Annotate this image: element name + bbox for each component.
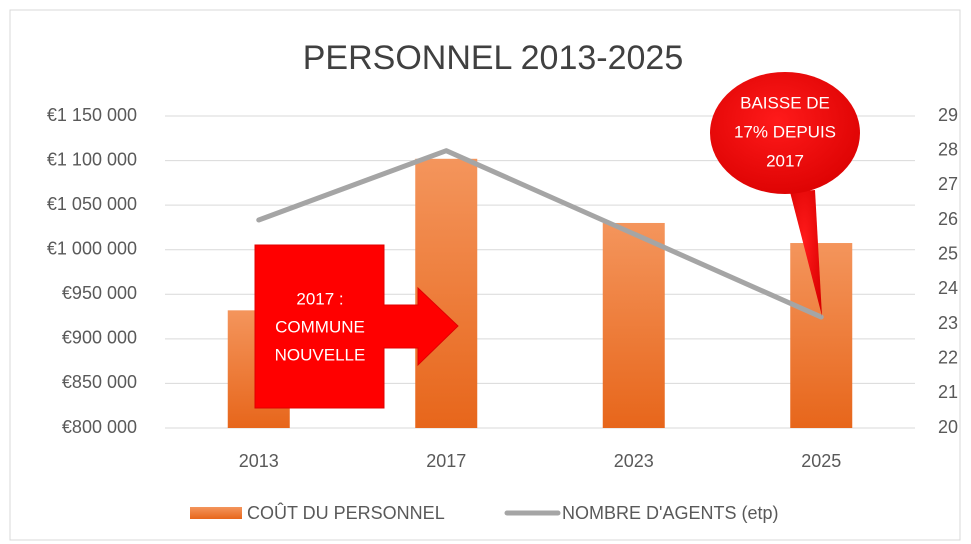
lines <box>256 148 824 320</box>
y2-tick-label: 21 <box>938 382 958 402</box>
annotation-text: 2017 : <box>296 289 343 308</box>
arrow-callout <box>254 244 459 409</box>
labels: €800 000 €850 000 €900 000 €950 000 €1 000 0… <box>47 105 958 523</box>
annotations: 2017 : COMMUNE NOUVELLE BAISSE DE 17% DEPUIS… <box>254 72 860 409</box>
y-tick-label: €1 150 000 <box>47 105 137 125</box>
y-tick-label: €850 000 <box>62 372 137 392</box>
y2-tick-label: 23 <box>938 313 958 333</box>
y-tick-label: €1 100 000 <box>47 149 137 169</box>
x-tick-label: 2017 <box>426 451 466 471</box>
annotation-text: COMMUNE <box>275 317 365 336</box>
annotation-text: 17% DEPUIS <box>734 122 836 141</box>
y2-tick-label: 27 <box>938 174 958 194</box>
y-tick-label: €950 000 <box>62 283 137 303</box>
y2-tick-label: 20 <box>938 417 958 437</box>
bar <box>790 243 853 428</box>
y2-tick-label: 22 <box>938 347 958 367</box>
legend-label: COÛT DU PERSONNEL <box>247 502 445 523</box>
annotation-text: NOUVELLE <box>275 345 366 364</box>
y2-tick-label: 28 <box>938 139 958 159</box>
y2-tick-label: 25 <box>938 243 958 263</box>
bar <box>415 158 478 428</box>
x-tick-label: 2023 <box>614 451 654 471</box>
annotation-text: 2017 <box>766 151 804 170</box>
legend-label: NOMBRE D'AGENTS (etp) <box>562 503 778 523</box>
y-tick-label: €800 000 <box>62 417 137 437</box>
annotation-text: BAISSE DE <box>740 93 830 112</box>
y2-tick-label: 24 <box>938 278 958 298</box>
line <box>256 148 824 320</box>
chart-title: PERSONNEL 2013-2025 <box>303 39 684 77</box>
ellipse-callout <box>710 72 860 194</box>
x-tick-label: 2025 <box>801 451 841 471</box>
x-tick-label: 2013 <box>239 451 279 471</box>
y2-tick-label: 29 <box>938 105 958 125</box>
legend-swatch <box>190 507 242 519</box>
y-tick-label: €900 000 <box>62 328 137 348</box>
bar <box>602 222 665 428</box>
y-tick-label: €1 000 000 <box>47 238 137 258</box>
y-tick-label: €1 050 000 <box>47 194 137 214</box>
y2-tick-label: 26 <box>938 209 958 229</box>
ellipse-callout <box>790 190 822 316</box>
